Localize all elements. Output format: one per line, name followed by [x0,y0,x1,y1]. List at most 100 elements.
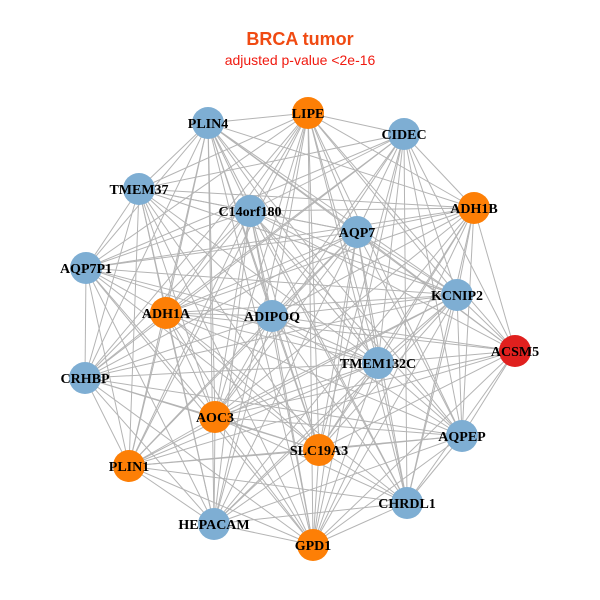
node-LIPE[interactable]: LIPE [292,97,325,129]
node-circle[interactable] [199,401,231,433]
node-circle[interactable] [303,434,335,466]
edge-PLIN1-GPD1 [128,465,314,546]
edge-AQP7-GPD1 [312,231,358,546]
node-ADH1A[interactable]: ADH1A [142,297,191,329]
edge-AQP7P1-TMEM132C [85,267,379,364]
node-AQP7[interactable]: AQP7 [339,216,376,248]
node-circle[interactable] [198,508,230,540]
node-AQPEP[interactable]: AQPEP [438,420,486,452]
edge-TMEM132C-AOC3 [214,362,379,418]
node-circle[interactable] [234,195,266,227]
node-PLIN1[interactable]: PLIN1 [109,450,149,482]
node-TMEM132C[interactable]: TMEM132C [340,347,416,379]
node-label: PLIN1 [109,460,149,475]
edge-AQP7-CRHBP [84,231,358,379]
edge-ADIPOQ-SLC19A3 [271,315,320,451]
edge-PLIN4-C14orf180 [207,122,251,212]
edge-AQPEP-GPD1 [312,435,463,546]
node-circle[interactable] [341,216,373,248]
edge-ADIPOQ-AOC3 [214,315,273,418]
edge-CIDEC-ADH1B [403,133,475,209]
edge-ADIPOQ-CRHBP [84,315,273,379]
node-circle[interactable] [256,300,288,332]
edge-ACSM5-SLC19A3 [318,350,516,451]
edge-ADH1A-CRHBP [84,312,167,379]
edge-ADH1A-ACSM5 [165,312,516,352]
node-circle[interactable] [192,107,224,139]
edge-AQP7-KCNIP2 [356,231,458,296]
edge-AOC3-PLIN1 [128,416,216,467]
node-CHRDL1[interactable]: CHRDL1 [378,487,436,519]
node-SLC19A3[interactable]: SLC19A3 [290,434,348,466]
edge-C14orf180-AQPEP [249,210,463,437]
node-HEPACAM[interactable]: HEPACAM [178,508,250,540]
edge-CHRDL1-GPD1 [312,502,408,546]
edge-CIDEC-ACSM5 [403,133,516,352]
node-circle[interactable] [150,297,182,329]
edge-KCNIP2-CHRDL1 [406,294,458,504]
chart-subtitle: adjusted p-value <2e-16 [224,52,376,68]
node-GPD1[interactable]: GPD1 [295,529,332,561]
node-circle[interactable] [499,335,531,367]
node-circle[interactable] [123,173,155,205]
node-CRHBP[interactable]: CRHBP [61,362,110,394]
node-circle[interactable] [446,420,478,452]
edge-AQP7P1-AOC3 [85,267,216,418]
node-circle[interactable] [69,362,101,394]
edge-ADH1B-ADH1A [165,207,475,314]
edge-SLC19A3-PLIN1 [128,449,320,467]
edge-C14orf180-AOC3 [214,210,251,418]
edge-AQP7P1-HEPACAM [85,267,215,525]
edge-ADH1A-PLIN1 [128,312,167,467]
node-ADH1B[interactable]: ADH1B [450,192,498,224]
node-label: AQPEP [438,430,486,445]
node-AQP7P1[interactable]: AQP7P1 [60,252,112,284]
edge-CIDEC-ADIPOQ [271,133,405,317]
edge-ADH1B-CHRDL1 [406,207,475,504]
node-PLIN4[interactable]: PLIN4 [188,107,228,139]
edge-ADIPOQ-GPD1 [271,315,314,546]
edge-C14orf180-TMEM132C [249,210,379,364]
edge-AQP7P1-KCNIP2 [85,267,458,296]
node-circle[interactable] [388,118,420,150]
node-circle[interactable] [297,529,329,561]
nodes-layer: PLIN4 LIPE CIDEC TMEM37 C14orf180 ADH1B AQP7 AQ… [60,97,539,561]
node-ACSM5[interactable]: ACSM5 [491,335,539,367]
node-KCNIP2[interactable]: KCNIP2 [431,279,483,311]
edge-KCNIP2-ADIPOQ [271,294,458,317]
node-AOC3[interactable]: AOC3 [196,401,234,433]
node-circle[interactable] [458,192,490,224]
node-CIDEC[interactable]: CIDEC [381,118,427,150]
edge-C14orf180-PLIN1 [128,210,251,467]
edge-ADH1A-GPD1 [165,312,314,546]
edge-AOC3-AQPEP [214,416,463,437]
node-circle[interactable] [441,279,473,311]
edge-KCNIP2-AQPEP [456,294,463,437]
edge-ACSM5-AQPEP [461,350,516,437]
edge-KCNIP2-PLIN1 [128,294,458,467]
edge-CIDEC-AQP7 [356,133,405,233]
edge-ACSM5-PLIN1 [128,350,516,467]
edge-CIDEC-TMEM132C [377,133,405,364]
node-circle[interactable] [292,97,324,129]
node-C14orf180[interactable]: C14orf180 [219,195,282,227]
edge-LIPE-PLIN1 [128,112,309,467]
edge-CRHBP-HEPACAM [84,377,215,525]
node-circle[interactable] [362,347,394,379]
node-circle[interactable] [70,252,102,284]
node-label: ACSM5 [491,345,539,360]
node-TMEM37[interactable]: TMEM37 [109,173,169,205]
node-circle[interactable] [391,487,423,519]
edge-TMEM37-KCNIP2 [138,188,458,296]
edge-TMEM37-TMEM132C [138,188,379,364]
node-ADIPOQ[interactable]: ADIPOQ [244,300,300,332]
node-circle[interactable] [113,450,145,482]
node-label: TMEM37 [109,183,168,198]
edge-ADIPOQ-CHRDL1 [271,315,408,504]
node-label: CHRDL1 [378,497,436,512]
edge-CRHBP-AQPEP [84,377,463,437]
edge-CRHBP-PLIN1 [84,377,130,467]
edge-AQP7-HEPACAM [213,231,358,525]
